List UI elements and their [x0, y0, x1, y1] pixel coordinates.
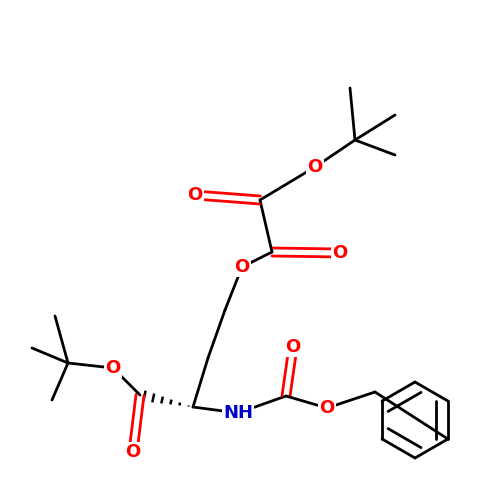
Text: O: O — [126, 443, 140, 461]
Text: O: O — [234, 258, 250, 276]
Text: O: O — [308, 158, 322, 176]
Text: NH: NH — [223, 404, 253, 422]
Text: O: O — [332, 244, 347, 262]
Text: O: O — [106, 359, 120, 377]
Text: O: O — [188, 186, 202, 204]
Text: O: O — [320, 399, 334, 417]
Text: O: O — [286, 338, 300, 356]
